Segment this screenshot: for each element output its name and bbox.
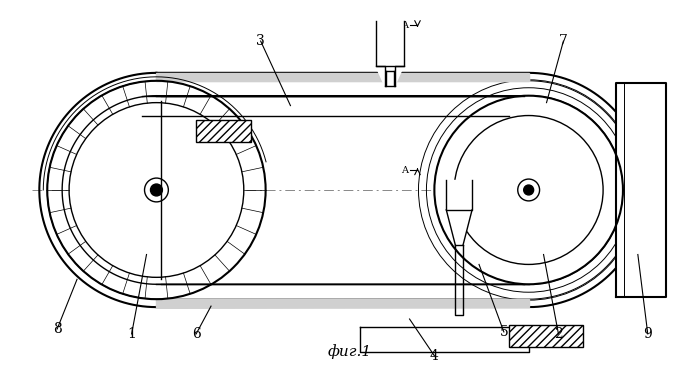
Circle shape (524, 185, 533, 195)
Polygon shape (157, 76, 528, 81)
Bar (196, 120, 251, 142)
Text: 2: 2 (554, 327, 563, 341)
Polygon shape (446, 180, 472, 210)
Polygon shape (62, 96, 623, 284)
Text: 6: 6 (192, 327, 201, 341)
Text: 7: 7 (559, 34, 568, 48)
Polygon shape (157, 299, 528, 307)
Circle shape (69, 103, 244, 278)
Text: 5: 5 (500, 325, 508, 339)
Polygon shape (616, 83, 665, 297)
Bar (509, 325, 583, 347)
Text: 4: 4 (430, 349, 439, 363)
Text: A: A (401, 166, 408, 175)
Text: 1: 1 (127, 327, 136, 341)
Text: A: A (401, 21, 408, 30)
Text: фиг.1: фиг.1 (327, 344, 372, 359)
Polygon shape (384, 71, 395, 86)
Polygon shape (157, 73, 528, 81)
Circle shape (434, 96, 623, 284)
Polygon shape (446, 210, 472, 244)
Circle shape (454, 116, 603, 264)
Text: 8: 8 (53, 322, 62, 336)
Text: 9: 9 (643, 327, 652, 341)
Polygon shape (39, 73, 646, 307)
Text: 3: 3 (257, 34, 265, 48)
Polygon shape (376, 21, 403, 66)
Circle shape (150, 184, 162, 196)
Polygon shape (376, 66, 403, 86)
